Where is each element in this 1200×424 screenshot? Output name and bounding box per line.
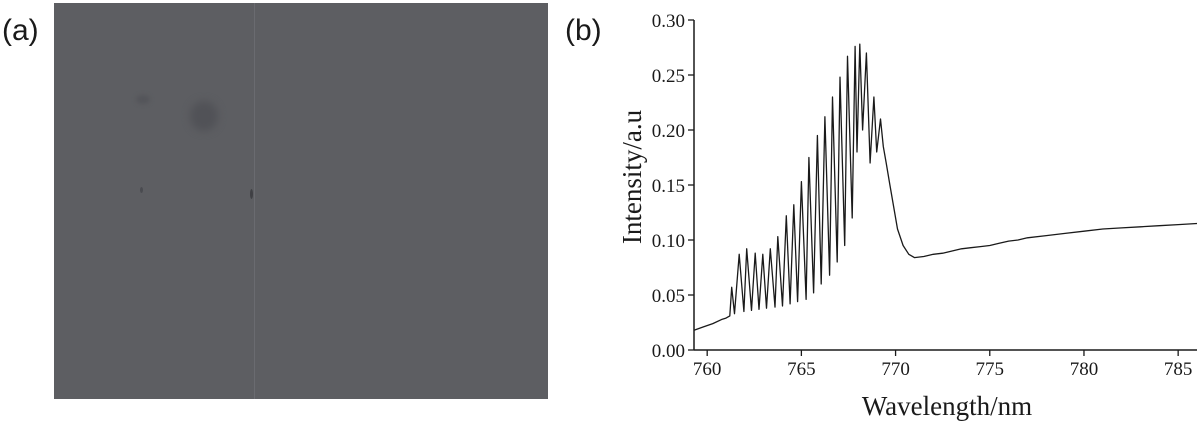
y-tick-label: 0.30 — [652, 11, 685, 32]
x-tick-label: 770 — [881, 359, 910, 380]
x-tick-label: 760 — [693, 359, 722, 380]
dark-spot — [136, 95, 150, 104]
y-tick-label: 0.05 — [652, 286, 685, 307]
panel-label-b: (b) — [565, 14, 602, 47]
plot-area — [693, 43, 1198, 331]
series-line-intensity — [693, 43, 1198, 331]
x-tick-label: 775 — [976, 359, 1005, 380]
x-tick-label: 780 — [1070, 359, 1099, 380]
x-axis-title: Wavelength/nm — [862, 391, 1032, 421]
panel-label-a: (a) — [2, 14, 39, 47]
y-tick-label: 0.25 — [652, 66, 685, 87]
dark-speck — [250, 189, 253, 199]
y-axis-title: Intensity/a.u — [617, 109, 647, 244]
dark-speck — [140, 187, 143, 193]
vertical-seam-line — [254, 3, 255, 399]
dark-spot — [190, 101, 218, 131]
x-tick-label: 765 — [787, 359, 816, 380]
x-tick-label: 785 — [1164, 359, 1193, 380]
y-axis: 0.00 0.05 0.10 0.15 0.20 0.25 0.30 — [652, 11, 695, 362]
y-tick-label: 0.20 — [652, 121, 685, 142]
y-tick-label: 0.00 — [652, 341, 685, 362]
y-tick-label: 0.15 — [652, 176, 685, 197]
x-axis: 760 765 770 775 780 785 — [693, 349, 1197, 380]
y-tick-label: 0.10 — [652, 231, 685, 252]
grayscale-micrograph — [54, 3, 548, 399]
